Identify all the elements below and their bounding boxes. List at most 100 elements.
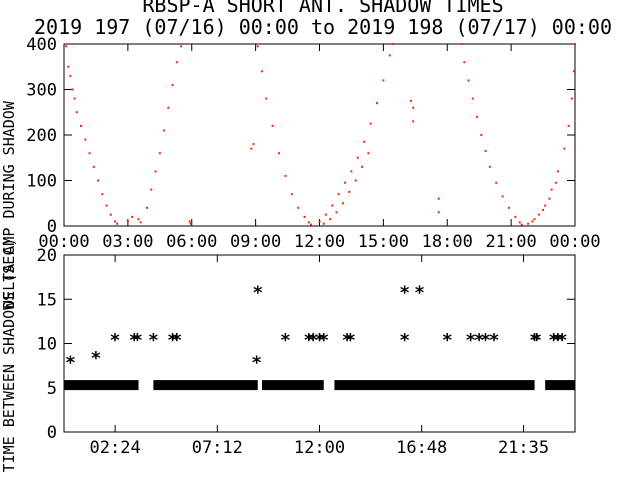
asterisk-marker: *: [345, 330, 356, 351]
shadow-data-point: [514, 215, 517, 218]
top-y-tick-label: 400: [26, 35, 57, 55]
shadow-data-point: [480, 134, 483, 136]
asterisk-marker: *: [167, 330, 178, 351]
asterisk-marker: *: [529, 330, 540, 351]
chart-title-line1: RBSP-A SHORT ANT. SHADOW TIMES: [142, 0, 503, 17]
shadow-data-point: [361, 165, 364, 168]
shadow-data-point: [175, 61, 178, 64]
shadow-data-point: [252, 143, 255, 146]
shadow-data-point: [354, 179, 357, 182]
asterisk-marker: *: [548, 330, 559, 351]
asterisk-marker: *: [342, 330, 353, 351]
shadow-data-point: [322, 222, 325, 225]
shadow-data-point: [556, 170, 559, 173]
shadow-data-point: [461, 43, 464, 45]
shadow-data-point: [67, 65, 70, 68]
shadow-data-point: [154, 170, 157, 173]
bottom-x-tick-label: 12:00: [294, 438, 345, 458]
shadow-data-point: [189, 222, 192, 225]
asterisk-marker: *: [399, 330, 410, 351]
shadow-data-point: [65, 45, 68, 48]
baseline-marker-band: [64, 380, 139, 391]
bottom-y-tick-label: 5: [47, 379, 57, 399]
top-x-tick-label: 06:00: [166, 232, 217, 252]
asterisk-marker: *: [251, 352, 262, 373]
shadow-data-point: [163, 129, 166, 132]
bottom-y-tick-label: 20: [37, 246, 57, 266]
shadow-data-point: [105, 204, 108, 207]
baseline-marker-band: [262, 380, 324, 391]
asterisk-marker: *: [91, 348, 102, 369]
top-x-tick-label: 00:00: [549, 232, 600, 252]
shadow-data-point: [261, 70, 264, 73]
shadow-data-point: [324, 213, 327, 216]
asterisk-marker: *: [129, 330, 140, 351]
shadow-data-point: [271, 124, 274, 127]
asterisk-marker: *: [399, 282, 410, 303]
shadow-data-point: [382, 79, 385, 82]
asterisk-marker: *: [531, 330, 542, 351]
asterisk-marker: *: [65, 352, 76, 373]
shadow-data-point: [80, 124, 83, 127]
shadow-data-point: [290, 193, 293, 196]
asterisk-marker: *: [110, 330, 121, 351]
shadow-data-point: [114, 220, 117, 223]
bottom-x-tick-label: 02:24: [90, 438, 141, 458]
shadow-data-point: [97, 179, 100, 182]
top-y-axis-label: DELTA AMP DURING SHADOW: [0, 100, 18, 309]
shadow-data-point: [369, 122, 372, 125]
shadow-data-point: [542, 209, 545, 212]
top-x-tick-label: 12:00: [294, 232, 345, 252]
shadow-data-point: [158, 152, 161, 155]
shadow-data-point: [88, 152, 91, 155]
shadow-data-point: [309, 223, 312, 226]
top-x-tick-label: 03:00: [102, 232, 153, 252]
top-x-tick-label: 00:00: [38, 232, 89, 252]
shadow-data-point: [548, 197, 551, 200]
shadow-data-point: [256, 45, 259, 48]
bottom-y-axis-label: TIME BETWEEN SHADOWS (SEC): [0, 238, 18, 473]
shadow-data-point: [150, 188, 153, 191]
asterisk-marker: *: [474, 330, 485, 351]
top-y-tick-label: 200: [26, 126, 57, 146]
asterisk-marker: *: [280, 330, 291, 351]
shadow-data-point: [146, 206, 149, 209]
asterisk-marker: *: [303, 330, 314, 351]
shadow-data-point: [391, 43, 394, 45]
asterisk-marker: *: [148, 330, 159, 351]
top-y-tick-label: 0: [47, 217, 57, 237]
bottom-y-tick-label: 10: [37, 335, 57, 355]
shadow-data-point: [507, 206, 510, 209]
shadow-data-point: [278, 152, 281, 155]
shadow-data-point: [437, 197, 440, 200]
shadow-data-point: [303, 215, 306, 218]
bottom-x-tick-label: 07:12: [192, 438, 243, 458]
top-x-tick-label: 18:00: [422, 232, 473, 252]
shadow-data-point: [412, 106, 415, 109]
shadow-data-point: [410, 99, 413, 102]
shadow-data-point: [167, 106, 170, 109]
baseline-marker-band: [153, 380, 258, 391]
shadow-data-point: [92, 165, 95, 168]
shadow-data-point: [518, 221, 521, 224]
shadow-data-point: [331, 204, 334, 207]
shadow-data-point: [356, 156, 359, 159]
bottom-x-tick-label: 16:48: [396, 438, 447, 458]
shadow-data-point: [476, 115, 479, 118]
shadow-data-point: [335, 211, 338, 214]
shadow-data-point: [367, 152, 370, 155]
shadow-data-point: [284, 174, 287, 177]
shadow-data-point: [495, 181, 498, 184]
asterisk-marker: *: [489, 330, 500, 351]
shadow-data-point: [75, 111, 78, 114]
shadow-data-point: [188, 220, 191, 223]
shadow-data-point: [488, 165, 491, 168]
shadow-data-point: [527, 222, 530, 225]
shadow-data-point: [109, 213, 112, 216]
shadow-data-point: [73, 97, 76, 100]
asterisk-marker: *: [465, 330, 476, 351]
asterisk-marker: *: [132, 330, 143, 351]
shadow-data-point: [116, 222, 119, 225]
shadow-data-point: [84, 138, 87, 141]
